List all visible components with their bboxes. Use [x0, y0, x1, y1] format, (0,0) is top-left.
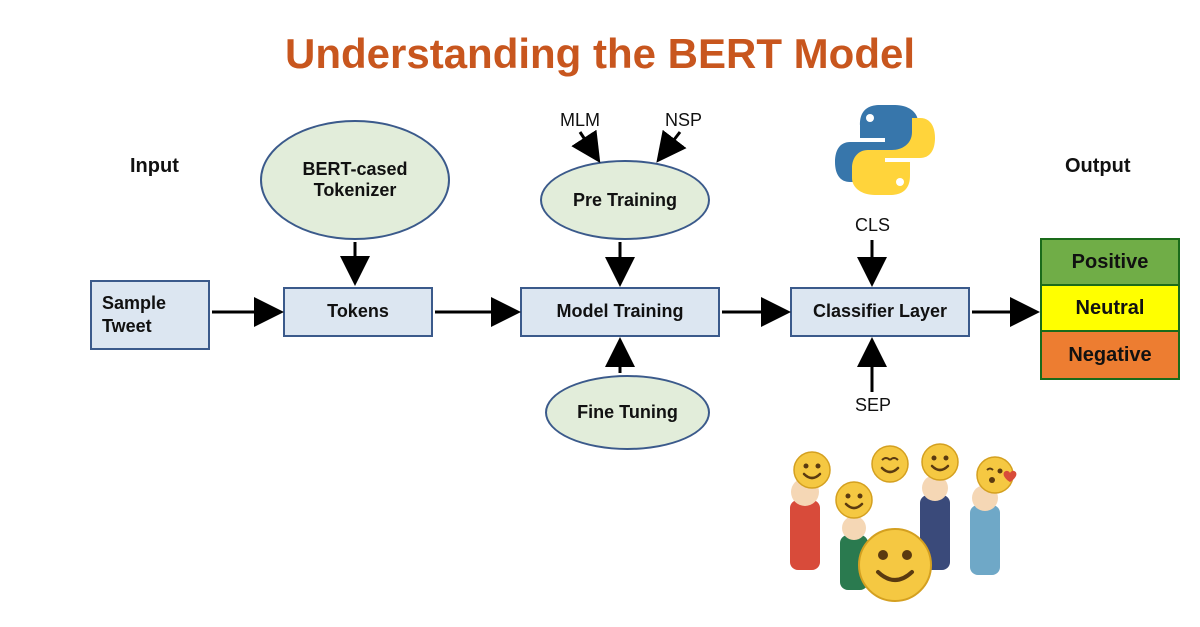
mlm-label: MLM [560, 110, 600, 131]
tokens-box: Tokens [283, 287, 433, 337]
model-training-box: Model Training [520, 287, 720, 337]
output-stack: Positive Neutral Negative [1040, 238, 1180, 380]
output-positive: Positive [1042, 240, 1178, 286]
nsp-label: NSP [665, 110, 702, 131]
emoji-people-icon [770, 440, 1030, 610]
fine-tuning-ellipse: Fine Tuning [545, 375, 710, 450]
input-label: Input [130, 155, 179, 178]
pre-training-ellipse: Pre Training [540, 160, 710, 240]
output-label: Output [1065, 155, 1131, 178]
page-title: Understanding the BERT Model [0, 30, 1200, 78]
output-negative: Negative [1042, 332, 1178, 378]
sample-tweet-box: Sample Tweet [90, 280, 210, 350]
classifier-box: Classifier Layer [790, 287, 970, 337]
sep-label: SEP [855, 395, 891, 416]
tokenizer-ellipse: BERT-cased Tokenizer [260, 120, 450, 240]
cls-label: CLS [855, 215, 890, 236]
output-neutral: Neutral [1042, 286, 1178, 332]
python-logo-icon [830, 100, 940, 200]
